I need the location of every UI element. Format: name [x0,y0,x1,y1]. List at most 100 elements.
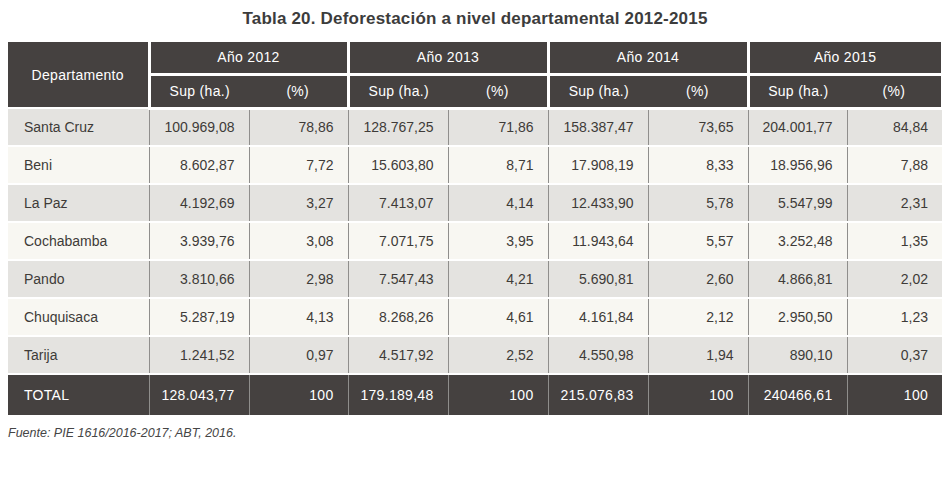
total-value-cell: 100 [448,374,548,415]
value-cell: 7,72 [249,146,348,184]
value-cell: 0,37 [847,336,942,374]
value-cell: 4,14 [448,184,548,222]
value-cell: 3.939,76 [149,222,249,260]
value-cell: 8.268,26 [348,298,448,336]
value-cell: 11.943,64 [548,222,648,260]
total-value-cell: 128.043,77 [149,374,249,415]
value-cell: 1,23 [847,298,942,336]
value-cell: 1.241,52 [149,336,249,374]
table-row: Beni 8.602,87 7,72 15.603,80 8,71 17.908… [8,146,942,184]
table-row: Santa Cruz 100.969,08 78,86 128.767,25 7… [8,108,942,146]
department-cell: Santa Cruz [8,108,149,146]
header-pct-2014: (%) [648,74,748,108]
value-cell: 71,86 [448,108,548,146]
total-value-cell: 240466,61 [748,374,847,415]
header-sub-row: Sup (ha.) (%) Sup (ha.) (%) Sup (ha.) (%… [8,74,942,108]
header-sup-2014: Sup (ha.) [548,74,648,108]
department-cell: Tarija [8,336,149,374]
value-cell: 3.810,66 [149,260,249,298]
header-year-2014: Año 2014 [548,42,748,74]
value-cell: 2,52 [448,336,548,374]
header-year-2015: Año 2015 [748,42,942,74]
department-cell: Chuquisaca [8,298,149,336]
table-row: Cochabamba 3.939,76 3,08 7.071,75 3,95 1… [8,222,942,260]
value-cell: 78,86 [249,108,348,146]
value-cell: 2,98 [249,260,348,298]
value-cell: 18.956,96 [748,146,847,184]
value-cell: 7.547,43 [348,260,448,298]
value-cell: 4.550,98 [548,336,648,374]
table-title: Tabla 20. Deforestación a nivel departam… [0,0,950,29]
header-year-row: Departamento Año 2012 Año 2013 Año 2014 … [8,42,942,74]
value-cell: 4,61 [448,298,548,336]
department-cell: Pando [8,260,149,298]
value-cell: 2,02 [847,260,942,298]
value-cell: 17.908,19 [548,146,648,184]
value-cell: 2,12 [648,298,748,336]
value-cell: 1,94 [648,336,748,374]
value-cell: 5.287,19 [149,298,249,336]
value-cell: 1,35 [847,222,942,260]
value-cell: 84,84 [847,108,942,146]
value-cell: 7.071,75 [348,222,448,260]
header-year-2012: Año 2012 [149,42,348,74]
total-label-cell: TOTAL [8,374,149,415]
header-department: Departamento [8,42,149,108]
value-cell: 100.969,08 [149,108,249,146]
header-sup-2013: Sup (ha.) [348,74,448,108]
department-cell: Beni [8,146,149,184]
department-cell: Cochabamba [8,222,149,260]
value-cell: 2,60 [648,260,748,298]
header-sup-2012: Sup (ha.) [149,74,249,108]
value-cell: 3,27 [249,184,348,222]
department-cell: La Paz [8,184,149,222]
value-cell: 3,08 [249,222,348,260]
value-cell: 204.001,77 [748,108,847,146]
value-cell: 2,31 [847,184,942,222]
value-cell: 3.252,48 [748,222,847,260]
total-value-cell: 215.076,83 [548,374,648,415]
header-pct-2012: (%) [249,74,348,108]
value-cell: 8,33 [648,146,748,184]
table-row: La Paz 4.192,69 3,27 7.413,07 4,14 12.43… [8,184,942,222]
value-cell: 15.603,80 [348,146,448,184]
value-cell: 73,65 [648,108,748,146]
value-cell: 128.767,25 [348,108,448,146]
table-row: Tarija 1.241,52 0,97 4.517,92 2,52 4.550… [8,336,942,374]
value-cell: 158.387,47 [548,108,648,146]
total-value-cell: 100 [249,374,348,415]
header-pct-2013: (%) [448,74,548,108]
source-note: Fuente: PIE 1616/2016-2017; ABT, 2016. [8,426,942,440]
total-row: TOTAL 128.043,77 100 179.189,48 100 215.… [8,374,942,415]
value-cell: 4.866,81 [748,260,847,298]
table-header: Departamento Año 2012 Año 2013 Año 2014 … [8,42,942,108]
value-cell: 5,78 [648,184,748,222]
header-sup-2015: Sup (ha.) [748,74,847,108]
total-value-cell: 100 [648,374,748,415]
value-cell: 5,57 [648,222,748,260]
table-body: Santa Cruz 100.969,08 78,86 128.767,25 7… [8,108,942,415]
total-value-cell: 100 [847,374,942,415]
value-cell: 4.517,92 [348,336,448,374]
value-cell: 4,13 [249,298,348,336]
value-cell: 2.950,50 [748,298,847,336]
value-cell: 7,88 [847,146,942,184]
value-cell: 4.161,84 [548,298,648,336]
value-cell: 7.413,07 [348,184,448,222]
value-cell: 3,95 [448,222,548,260]
value-cell: 5.690,81 [548,260,648,298]
header-pct-2015: (%) [847,74,942,108]
table-row: Chuquisaca 5.287,19 4,13 8.268,26 4,61 4… [8,298,942,336]
value-cell: 8,71 [448,146,548,184]
table-row: Pando 3.810,66 2,98 7.547,43 4,21 5.690,… [8,260,942,298]
value-cell: 4,21 [448,260,548,298]
value-cell: 5.547,99 [748,184,847,222]
value-cell: 4.192,69 [149,184,249,222]
total-value-cell: 179.189,48 [348,374,448,415]
value-cell: 0,97 [249,336,348,374]
value-cell: 8.602,87 [149,146,249,184]
value-cell: 12.433,90 [548,184,648,222]
deforestation-table: Departamento Año 2012 Año 2013 Año 2014 … [8,42,944,415]
document-page: Tabla 20. Deforestación a nivel departam… [0,0,950,482]
header-year-2013: Año 2013 [348,42,548,74]
